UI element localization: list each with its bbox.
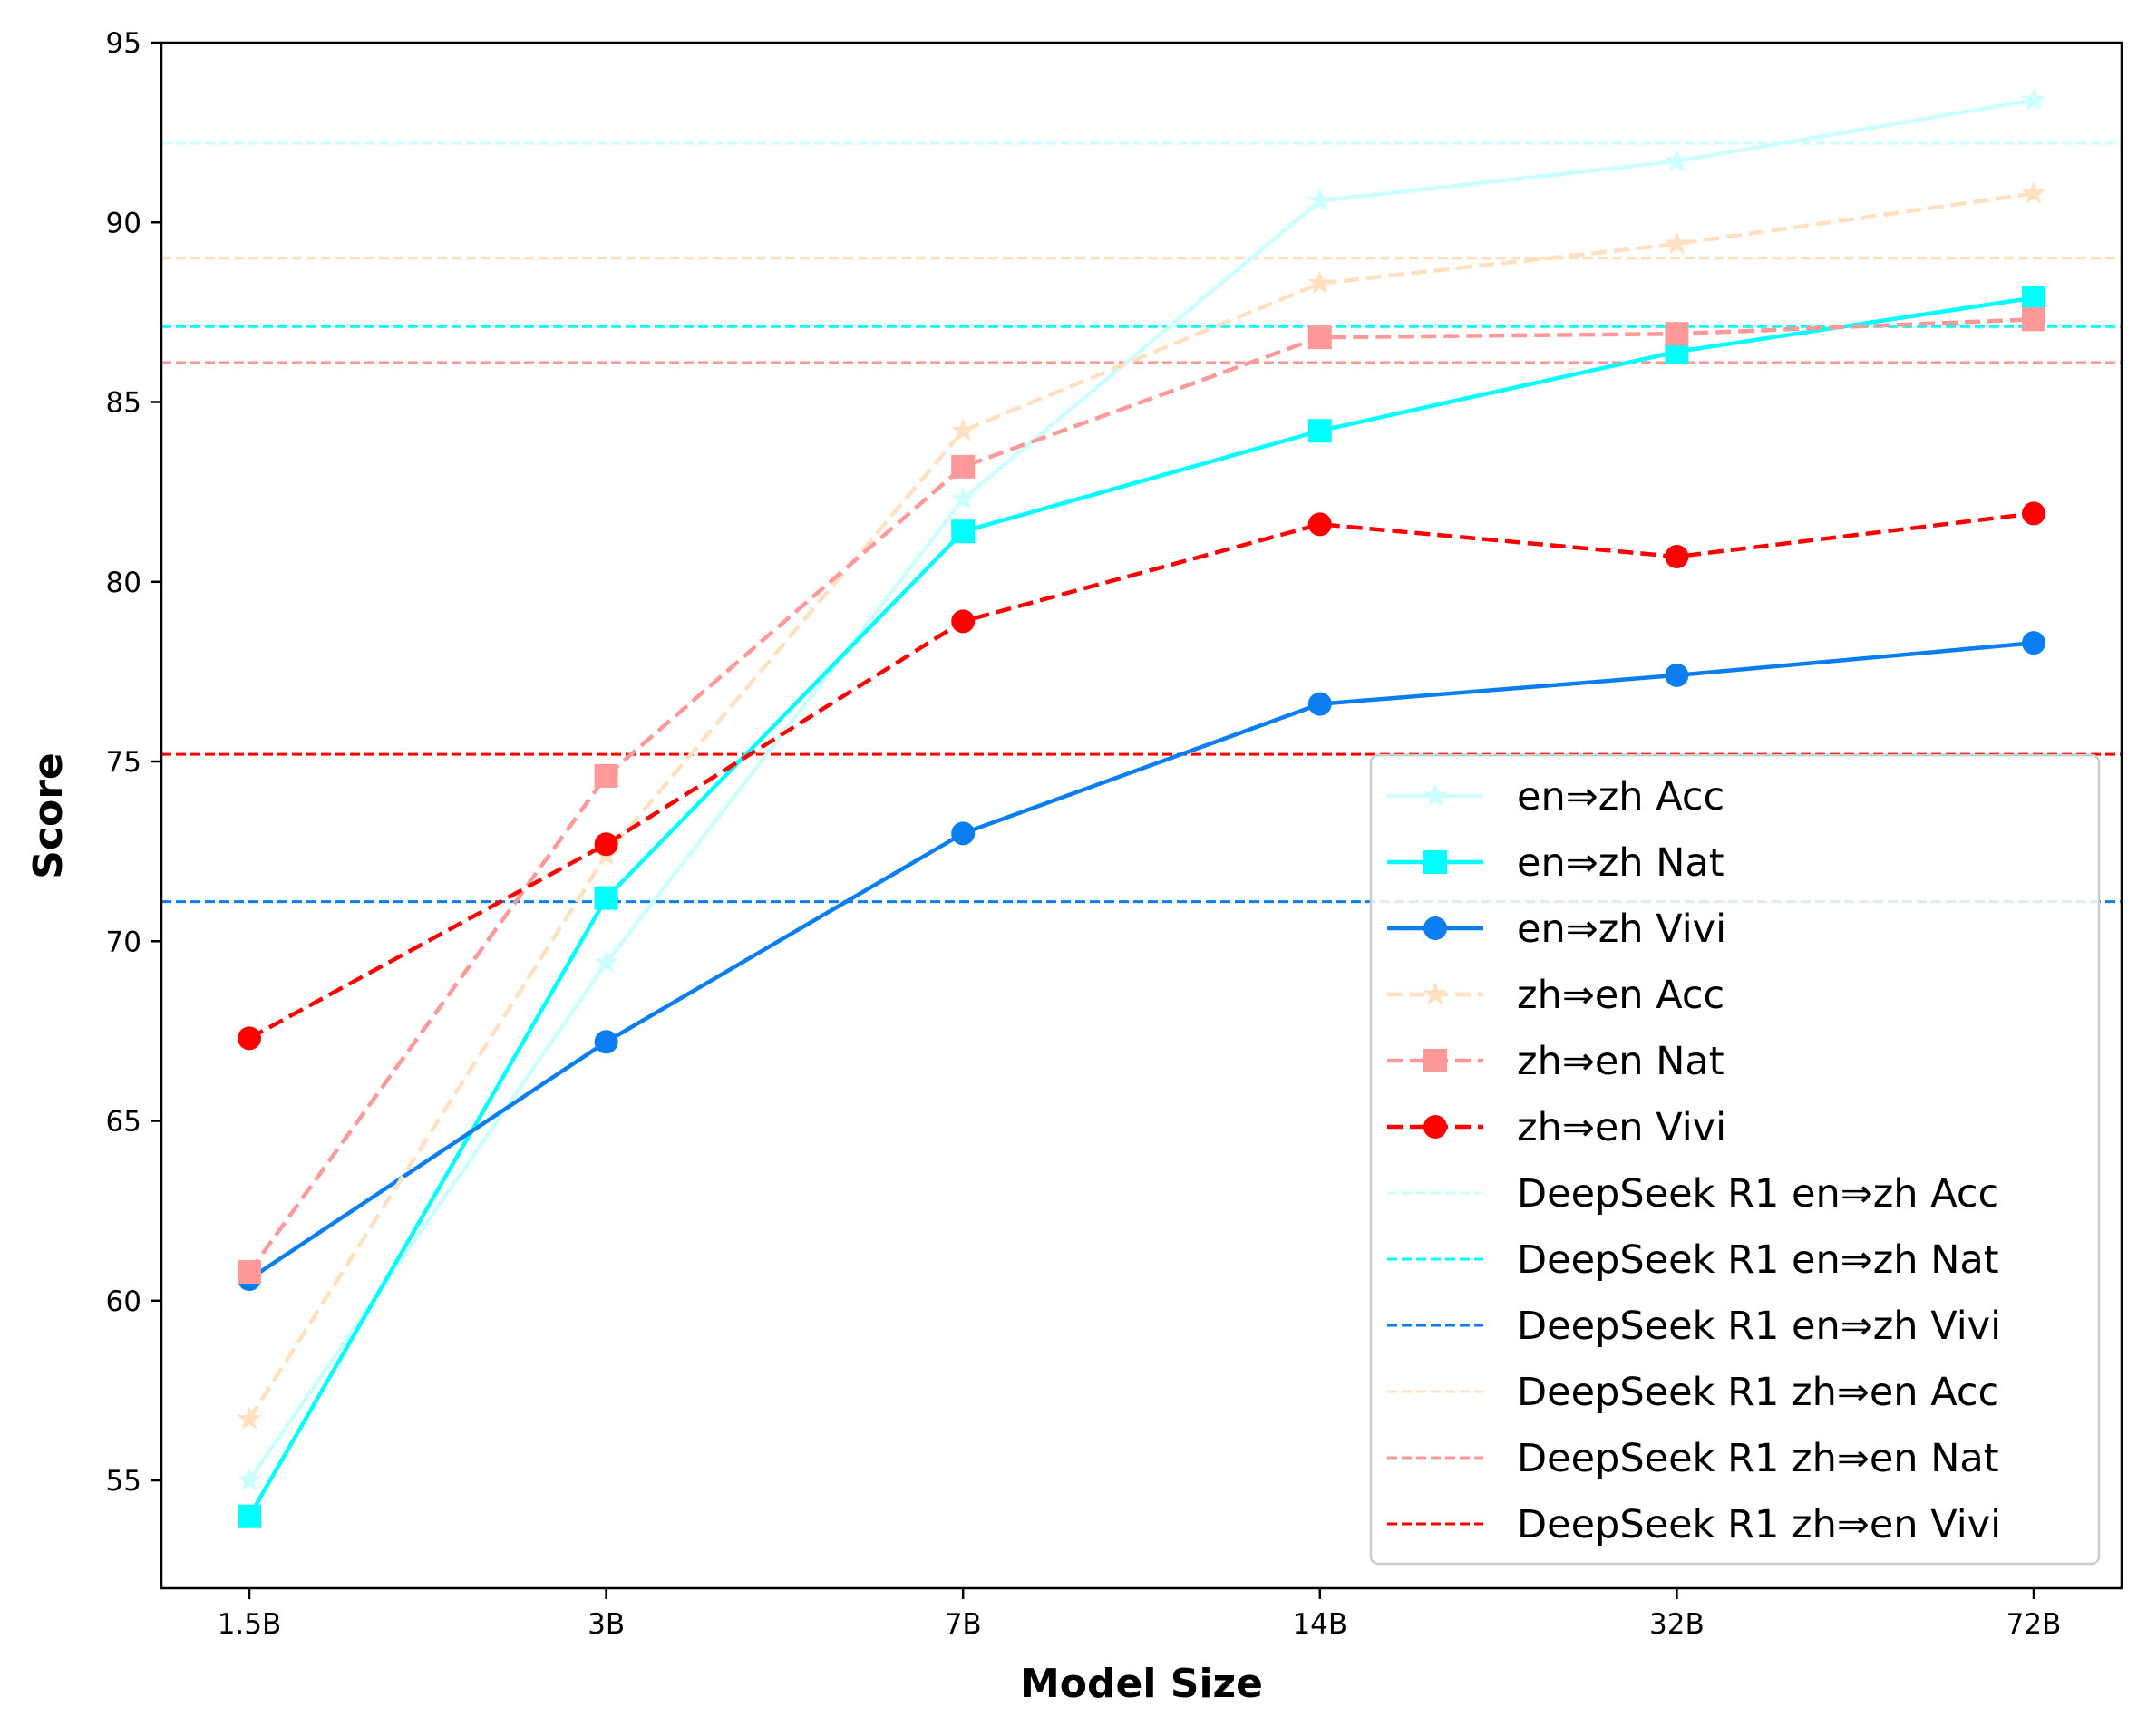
x-tick-label: 72B — [2006, 1608, 2062, 1641]
legend-entry-5: zh⇒en Nat — [1387, 1039, 1724, 1084]
x-axis-label: Model Size — [1020, 1661, 1263, 1707]
legend-label: zh⇒en Acc — [1517, 973, 1724, 1018]
legend-entry-9: DeepSeek R1 en⇒zh Vivi — [1387, 1304, 2001, 1349]
data-point — [951, 519, 976, 544]
legend-label: DeepSeek R1 en⇒zh Vivi — [1517, 1304, 2001, 1349]
legend-entry-10: DeepSeek R1 zh⇒en Acc — [1387, 1370, 1999, 1415]
legend-entry-3: en⇒zh Vivi — [1387, 907, 1726, 952]
legend-label: en⇒zh Nat — [1517, 840, 1724, 886]
legend-marker — [1423, 850, 1447, 874]
data-point — [1665, 545, 1689, 569]
data-point — [237, 1406, 262, 1430]
x-tick-label: 14B — [1292, 1608, 1347, 1641]
plot-frame — [160, 41, 2123, 1590]
legend-label: DeepSeek R1 zh⇒en Acc — [1517, 1370, 1999, 1415]
series-line — [248, 296, 2035, 1518]
data-point — [594, 1030, 618, 1054]
data-point — [2022, 307, 2045, 332]
series-6 — [238, 501, 2045, 1051]
legend-label: zh⇒en Vivi — [1517, 1105, 1726, 1150]
data-point — [1307, 692, 1332, 716]
legend-label: en⇒zh Vivi — [1517, 907, 1726, 952]
data-point — [2022, 501, 2045, 526]
legend-marker — [1423, 916, 1447, 940]
data-point — [238, 1026, 261, 1051]
legend-entry-12: DeepSeek R1 zh⇒en Vivi — [1387, 1502, 2001, 1547]
data-point — [1665, 148, 1689, 172]
data-point — [1307, 419, 1332, 443]
data-point — [2021, 180, 2046, 204]
series-2 — [238, 286, 2045, 1528]
legend-marker — [1423, 1049, 1447, 1072]
data-point — [237, 1468, 262, 1491]
y-tick-label: 60 — [106, 1285, 141, 1318]
x-tick-label: 1.5B — [218, 1608, 282, 1641]
series-line — [248, 511, 2035, 1041]
reference-lines — [161, 141, 2122, 904]
legend-label: en⇒zh Acc — [1517, 774, 1724, 820]
data-point — [594, 950, 618, 974]
data-point — [1307, 270, 1333, 294]
legend-entry-8: DeepSeek R1 en⇒zh Nat — [1387, 1237, 1999, 1283]
legend-entry-2: en⇒zh Nat — [1387, 840, 1724, 886]
data-point — [594, 832, 618, 857]
data-point — [594, 886, 618, 910]
data-point — [951, 609, 976, 634]
data-point — [1307, 188, 1333, 211]
series-1 — [237, 87, 2046, 1491]
y-tick-label: 55 — [106, 1465, 141, 1498]
y-tick-label: 95 — [106, 27, 141, 60]
data-point — [950, 418, 976, 441]
series-line — [248, 640, 2035, 1281]
data-point — [2021, 87, 2046, 111]
legend-marker — [1423, 982, 1448, 1005]
series-line — [248, 317, 2035, 1274]
legend-label: zh⇒en Nat — [1517, 1039, 1724, 1084]
y-tick-label: 65 — [106, 1106, 141, 1139]
data-point — [950, 486, 976, 509]
data-point — [1665, 231, 1689, 255]
legend-entry-4: zh⇒en Acc — [1387, 973, 1724, 1018]
y-tick-label: 85 — [106, 387, 141, 420]
data-point — [1307, 325, 1332, 350]
data-point — [951, 821, 976, 846]
legend-label: DeepSeek R1 zh⇒en Nat — [1517, 1436, 1999, 1481]
y-tick-label: 75 — [106, 746, 141, 779]
legend-label: DeepSeek R1 zh⇒en Vivi — [1517, 1502, 2001, 1547]
series-lines — [237, 87, 2046, 1528]
legend-label: DeepSeek R1 en⇒zh Acc — [1517, 1171, 1999, 1217]
y-axis-label: Score — [25, 752, 72, 879]
y-tick-label: 90 — [106, 207, 141, 239]
series-line — [248, 98, 2035, 1482]
data-point — [951, 454, 976, 479]
x-tick-label: 32B — [1649, 1608, 1705, 1641]
legend-marker — [1423, 783, 1448, 807]
data-point — [1665, 322, 1689, 346]
legend-box — [1369, 753, 2101, 1566]
series-line — [248, 191, 2035, 1421]
axes: 55 60 65 70 75 80 85 90 95 1.5B 3B 7B 14B 32B 72B — [106, 27, 2123, 1641]
legend-entry-7: DeepSeek R1 en⇒zh Acc — [1387, 1171, 1999, 1217]
legend: en⇒zh Acc en⇒zh Nat en⇒zh Vivi zh⇒en Acc zh⇒… — [1369, 753, 2101, 1566]
y-tick-label: 70 — [106, 926, 141, 958]
data-point — [1665, 663, 1689, 687]
data-point — [238, 1260, 261, 1285]
legend-entry-11: DeepSeek R1 zh⇒en Nat — [1387, 1436, 1999, 1481]
data-point — [2022, 631, 2045, 655]
data-point — [2022, 286, 2045, 310]
data-point — [238, 1504, 261, 1528]
data-point — [1307, 512, 1332, 537]
series-5 — [238, 307, 2045, 1285]
data-point — [594, 763, 618, 788]
y-tick-label: 80 — [106, 567, 141, 599]
legend-marker — [1423, 1115, 1447, 1139]
legend-label: DeepSeek R1 en⇒zh Nat — [1517, 1237, 1999, 1283]
x-tick-label: 7B — [945, 1608, 982, 1641]
legend-entry-6: zh⇒en Vivi — [1387, 1105, 1726, 1150]
x-tick-label: 3B — [588, 1608, 625, 1641]
legend-entry-1: en⇒zh Acc — [1387, 774, 1724, 820]
